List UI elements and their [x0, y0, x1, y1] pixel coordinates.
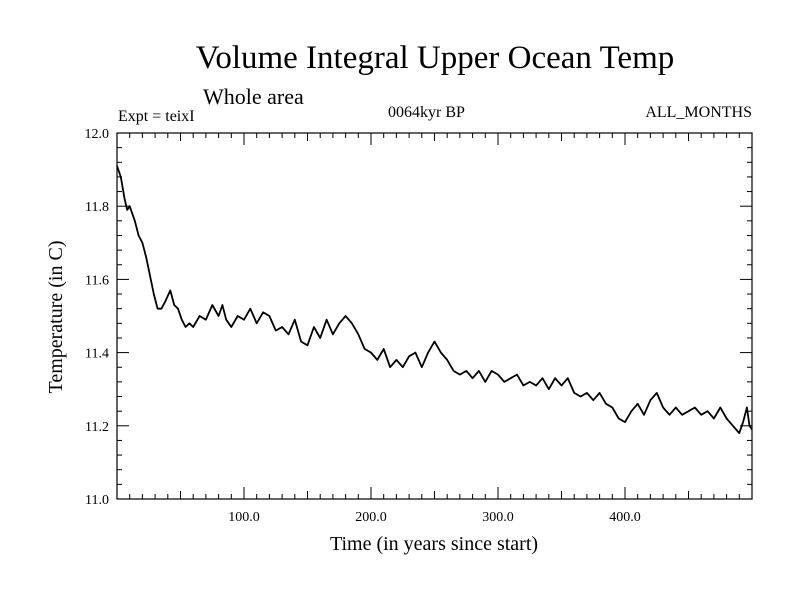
- y-tick-label: 11.6: [85, 273, 109, 288]
- axis-tick-labels: 100.0 200.0 300.0 400.0 11.0 11.2 11.4 11.6 11.8…: [85, 127, 641, 525]
- x-axis-label: Time (in years since start): [330, 533, 538, 555]
- chart-subtitle: Whole area: [203, 84, 304, 109]
- y-tick-label: 11.4: [85, 347, 109, 362]
- axis-ticks: [117, 133, 752, 499]
- y-tick-label: 12.0: [85, 127, 110, 142]
- x-tick-label: 400.0: [609, 510, 641, 525]
- x-tick-label: 100.0: [228, 510, 260, 525]
- y-axis-label: Temperature (in C): [45, 241, 67, 394]
- x-tick-label: 200.0: [355, 510, 387, 525]
- months-label: ALL_MONTHS: [645, 104, 752, 121]
- series-line: [116, 165, 753, 434]
- x-tick-label: 300.0: [482, 510, 514, 525]
- chart-title: Volume Integral Upper Ocean Temp: [195, 40, 675, 76]
- period-label: 0064kyr BP: [388, 104, 465, 121]
- y-tick-label: 11.0: [85, 493, 109, 508]
- experiment-label: Expt = teixI: [118, 108, 195, 125]
- y-tick-label: 11.2: [85, 420, 109, 435]
- plot-frame: [116, 132, 753, 500]
- y-tick-label: 11.8: [85, 200, 109, 215]
